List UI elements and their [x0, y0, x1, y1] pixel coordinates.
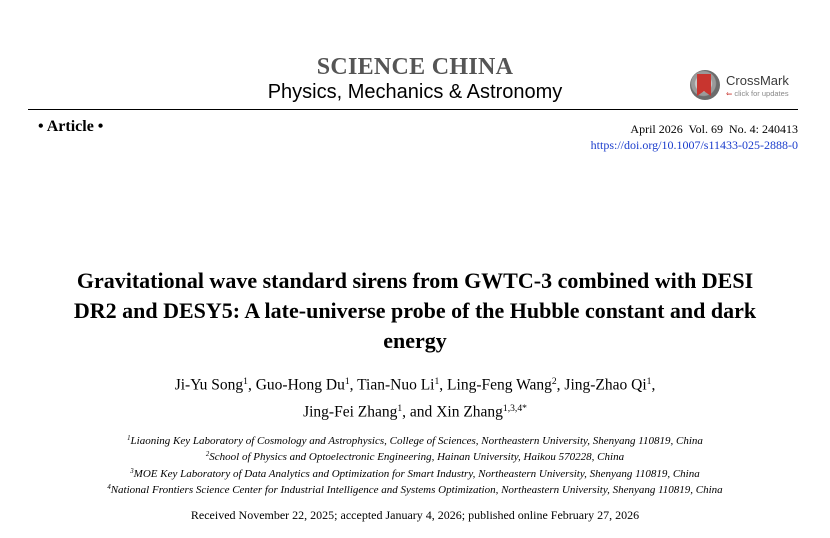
publication-info: April 2026 Vol. 69 No. 4: 240413 — [630, 122, 798, 136]
arrow-left-icon: ⇐ — [726, 89, 735, 98]
author-line: Ji-Yu Song1, Guo-Hong Du1, Tian-Nuo Li1,… — [174, 376, 656, 394]
author-name[interactable]: Tian-Nuo Li — [357, 376, 435, 394]
author-line: Jing-Fei Zhang1, and Xin Zhang1,3,4* — [303, 403, 527, 421]
title-line: Gravitational wave standard sirens from … — [76, 268, 754, 293]
crossmark-sublabel: ⇐ click for updates — [726, 89, 789, 98]
author-affil: 1 — [397, 403, 403, 415]
author-list: Ji-Yu Song1, Guo-Hong Du1, Tian-Nuo Li1,… — [30, 370, 800, 425]
crossmark-icon — [690, 70, 720, 100]
author-name[interactable]: Ji-Yu Song — [174, 376, 244, 394]
author-name[interactable]: Guo-Hong Du — [255, 376, 345, 394]
title-line: DR2 and DESY5: A late-universe probe of … — [73, 298, 757, 323]
author-affil: 2 — [551, 376, 557, 387]
author-name[interactable]: Xin Zhang — [436, 403, 503, 421]
crossmark-badge[interactable]: CrossMark ⇐ click for updates — [690, 70, 800, 104]
article-type: • Article • — [38, 118, 104, 135]
journal-subtitle: Physics, Mechanics & Astronomy — [267, 81, 563, 103]
author-name[interactable]: Jing-Zhao Qi — [564, 376, 647, 394]
affiliation-list: 1Liaoning Key Laboratory of Cosmology an… — [30, 432, 800, 497]
author-affil: 1 — [344, 376, 350, 387]
doi-link[interactable]: https://doi.org/10.1007/s11433-025-2888-… — [590, 138, 798, 152]
received-dates: Received November 22, 2025; accepted Jan… — [190, 508, 640, 522]
affiliation: 4National Frontiers Science Center for I… — [107, 483, 723, 496]
author-name[interactable]: Ling-Feng Wang — [447, 376, 552, 394]
author-affil: 1 — [243, 376, 248, 387]
header-divider — [28, 109, 798, 110]
journal-name: SCIENCE CHINA — [316, 54, 514, 80]
article-title: Gravitational wave standard sirens from … — [30, 266, 800, 356]
crossmark-label: CrossMark — [726, 73, 789, 88]
author-name[interactable]: Jing-Fei Zhang — [303, 403, 398, 421]
title-line: energy — [383, 328, 447, 353]
affiliation: 2School of Physics and Optoelectronic En… — [205, 451, 625, 463]
author-affil: 1 — [646, 376, 652, 387]
author-affil: 1,3,4* — [502, 403, 527, 415]
crossmark-sublabel-text: click for updates — [734, 89, 789, 98]
author-affil: 1 — [434, 376, 440, 387]
affiliation: 1Liaoning Key Laboratory of Cosmology an… — [127, 434, 703, 447]
affiliation: 3MOE Key Laboratory of Data Analytics an… — [130, 467, 700, 480]
